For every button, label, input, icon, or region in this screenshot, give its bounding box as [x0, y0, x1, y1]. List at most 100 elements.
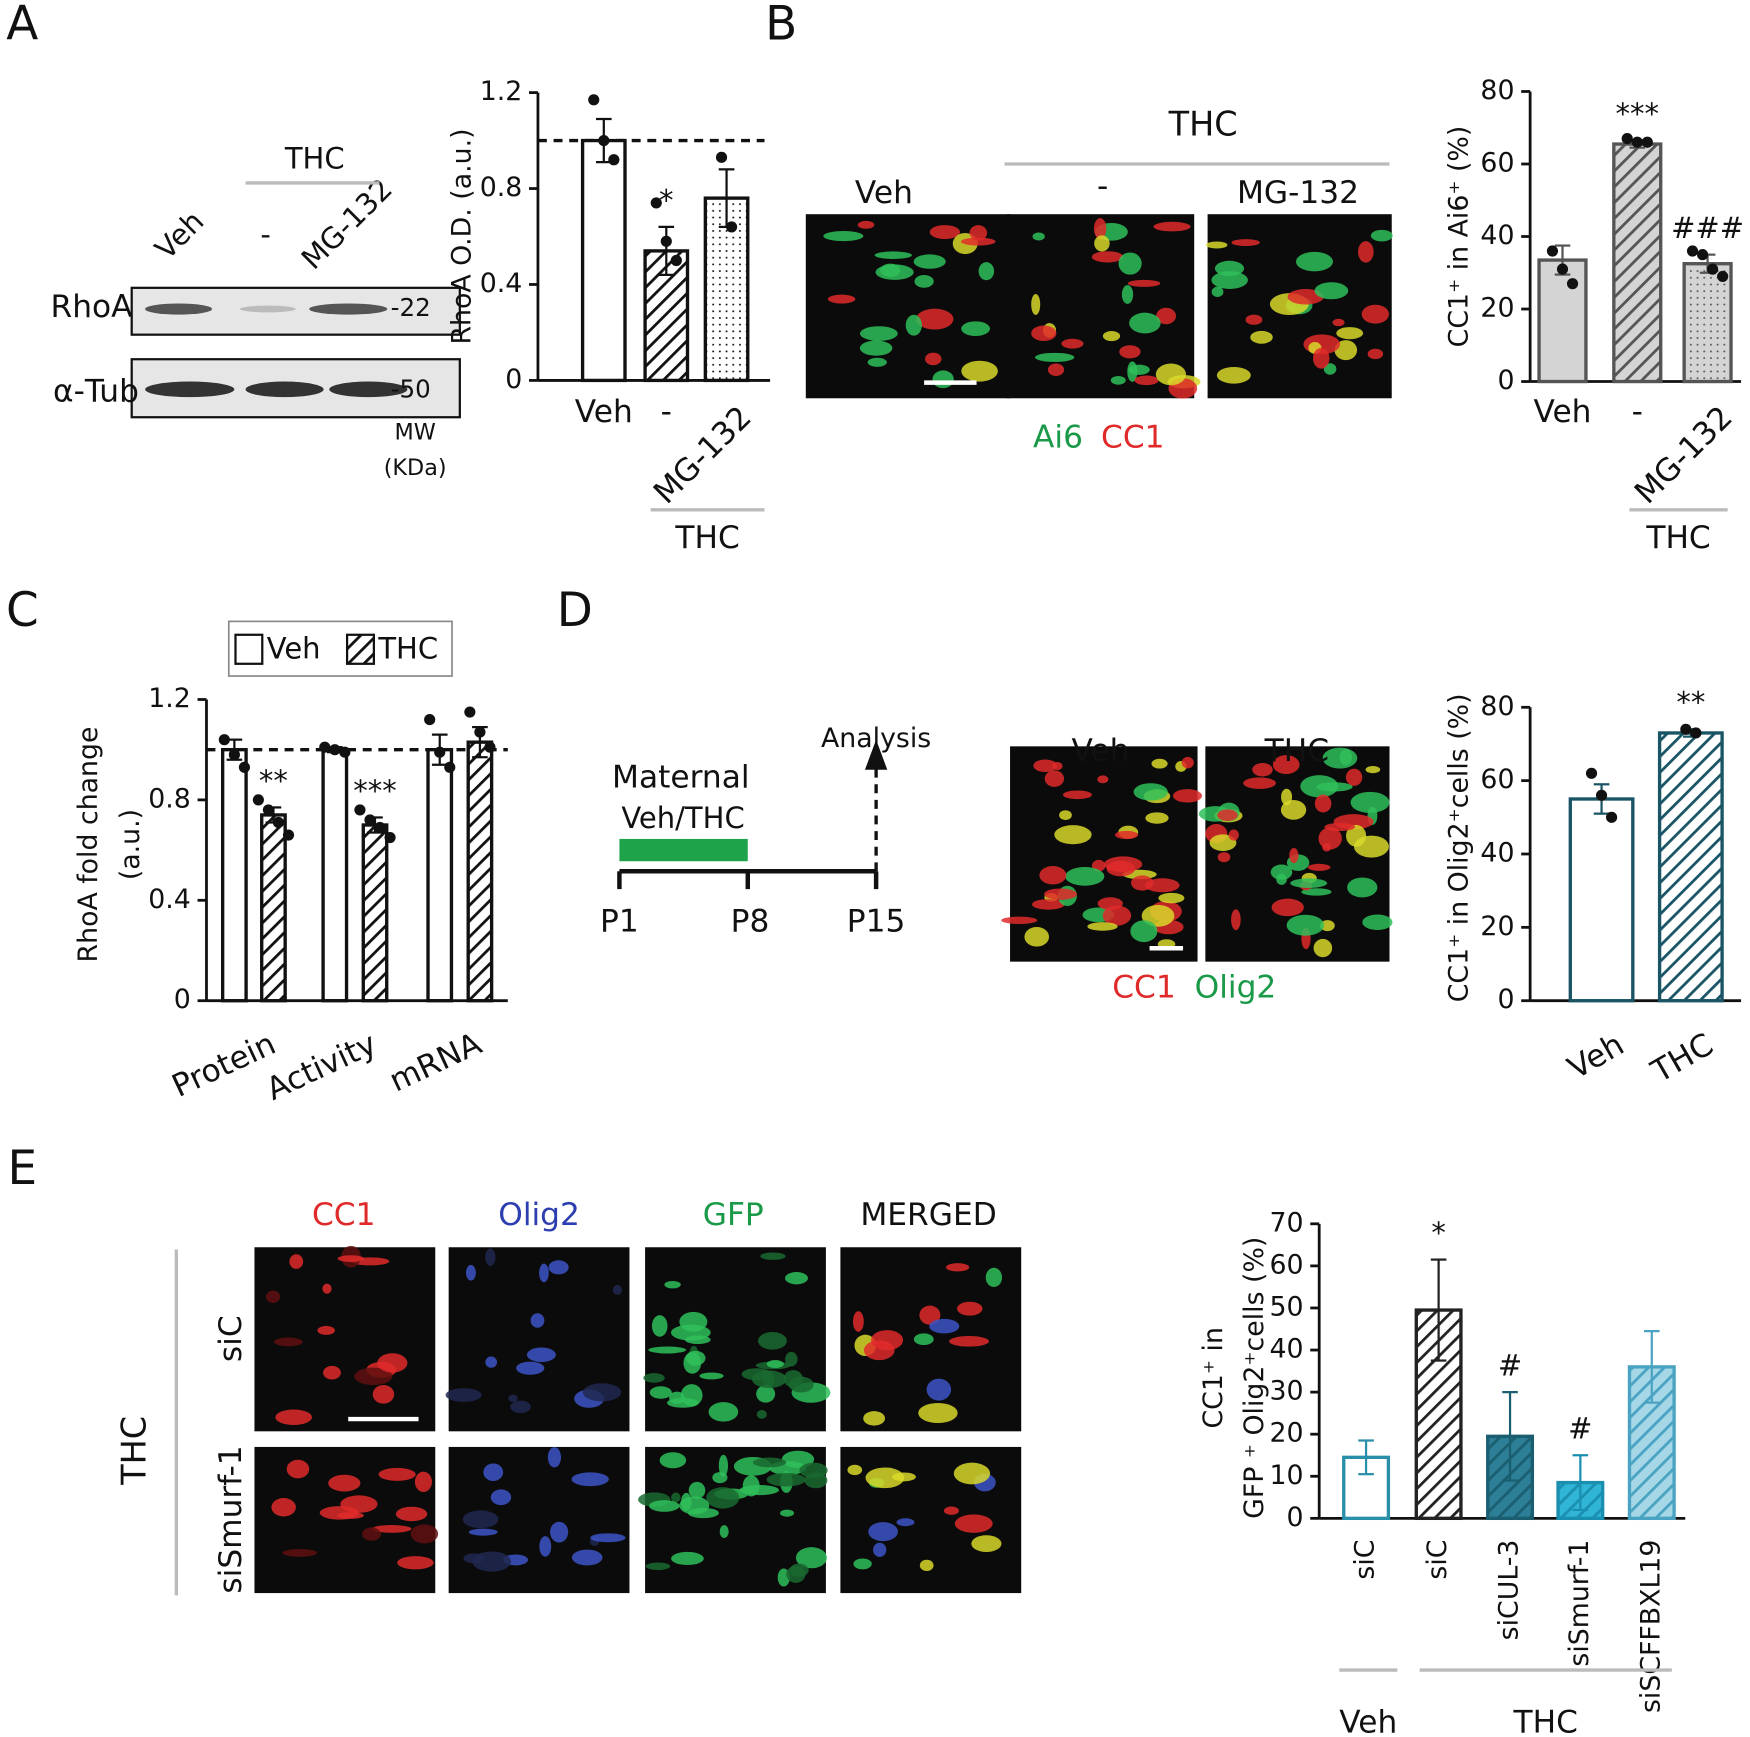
cell [1158, 892, 1185, 904]
cell [919, 1559, 934, 1572]
cell [969, 225, 988, 241]
y-tick-label: 10 [1270, 1460, 1304, 1491]
cell [571, 1472, 609, 1487]
cell [649, 1386, 672, 1399]
y-tick-label: 1.2 [480, 76, 523, 107]
cell [372, 1384, 395, 1404]
cell [547, 1447, 562, 1468]
cell [961, 360, 998, 382]
cell [766, 1472, 806, 1487]
cell [1129, 312, 1161, 334]
cell [757, 1331, 787, 1350]
cell [932, 370, 954, 389]
cell [788, 1376, 814, 1393]
cell [985, 1267, 1003, 1288]
error-bar [1643, 1329, 1660, 1404]
x-tick-label: THC [1645, 1027, 1720, 1091]
cell [752, 1457, 787, 1468]
error-bar [1358, 1439, 1374, 1476]
significance: ** [1676, 686, 1705, 720]
cell [1332, 318, 1345, 327]
cell [410, 1524, 439, 1544]
x-tick-label: Veh [1562, 1027, 1630, 1087]
x-tick-label: Protein [167, 1026, 281, 1105]
cell [1054, 825, 1092, 845]
cell [516, 1361, 545, 1375]
cell [465, 1264, 476, 1281]
panel-label: A [6, 0, 38, 51]
data-point [339, 746, 351, 758]
cell [1358, 241, 1374, 263]
group-label: THC [1513, 1705, 1578, 1737]
blot-band [145, 381, 235, 398]
cell [827, 294, 856, 304]
timeline-label: Veh/THC [621, 801, 744, 835]
significance: ### [1671, 211, 1744, 245]
y-tick-label: 20 [1480, 293, 1514, 324]
y-axis-label: CC1⁺ in Olig2⁺cells (%) [1443, 693, 1474, 1002]
cell [648, 1346, 687, 1354]
cell [539, 1263, 549, 1283]
cell [1024, 927, 1050, 947]
data-point [1546, 245, 1559, 257]
column-label: MERGED [860, 1197, 996, 1233]
cell [1133, 783, 1168, 801]
cell [945, 1263, 970, 1272]
cell [490, 1489, 512, 1506]
data-point [1690, 727, 1702, 739]
x-tick-label: siSCFFBXL19 [1635, 1540, 1666, 1713]
timeline-label: Maternal [612, 760, 749, 796]
data-point [424, 713, 436, 726]
cell [1243, 777, 1276, 789]
cell [1033, 759, 1058, 773]
bar [321, 748, 349, 1003]
cell [1362, 914, 1393, 931]
cell [1119, 345, 1141, 359]
cell [1307, 863, 1331, 871]
error-bar [1502, 1391, 1518, 1482]
cell [683, 1352, 702, 1374]
y-tick-label: 80 [1480, 75, 1514, 106]
data-point [238, 761, 250, 773]
panel-label: C [6, 584, 39, 638]
error-bar [1572, 1454, 1589, 1512]
cell [1032, 232, 1045, 241]
data-point [1717, 270, 1729, 282]
cell [612, 1284, 622, 1295]
cell [929, 225, 960, 240]
cell [1290, 878, 1328, 888]
cell [265, 1290, 281, 1303]
cell [1039, 866, 1067, 885]
stain-label: Ai6 [1033, 419, 1083, 455]
significance: ** [259, 764, 288, 798]
cell [286, 1459, 310, 1479]
cell [414, 1471, 432, 1493]
cell [971, 1535, 1002, 1552]
blot-band [329, 381, 408, 398]
cell [853, 1558, 872, 1570]
cell [1286, 914, 1325, 936]
cell [340, 1495, 378, 1513]
mw-label: -50 [391, 374, 431, 403]
cell [1211, 271, 1248, 289]
cell [462, 1510, 499, 1529]
cell [1102, 330, 1121, 342]
cell [868, 1522, 898, 1542]
data-point [329, 744, 341, 756]
cell [1110, 375, 1126, 385]
cell [648, 1500, 680, 1512]
timeline-day: P15 [847, 904, 906, 940]
cell [395, 1506, 428, 1522]
y-tick-label: 40 [1270, 1334, 1304, 1365]
x-tick-label: - [661, 394, 672, 430]
cell [679, 1496, 710, 1515]
significance: * [1431, 1216, 1446, 1250]
y-axis-label: (a.u.) [115, 809, 146, 880]
cell [680, 1384, 703, 1407]
panel-label: E [8, 1142, 38, 1196]
cell [1141, 904, 1175, 927]
cell [1322, 842, 1332, 852]
cell [918, 1402, 958, 1424]
cell [485, 1356, 498, 1368]
